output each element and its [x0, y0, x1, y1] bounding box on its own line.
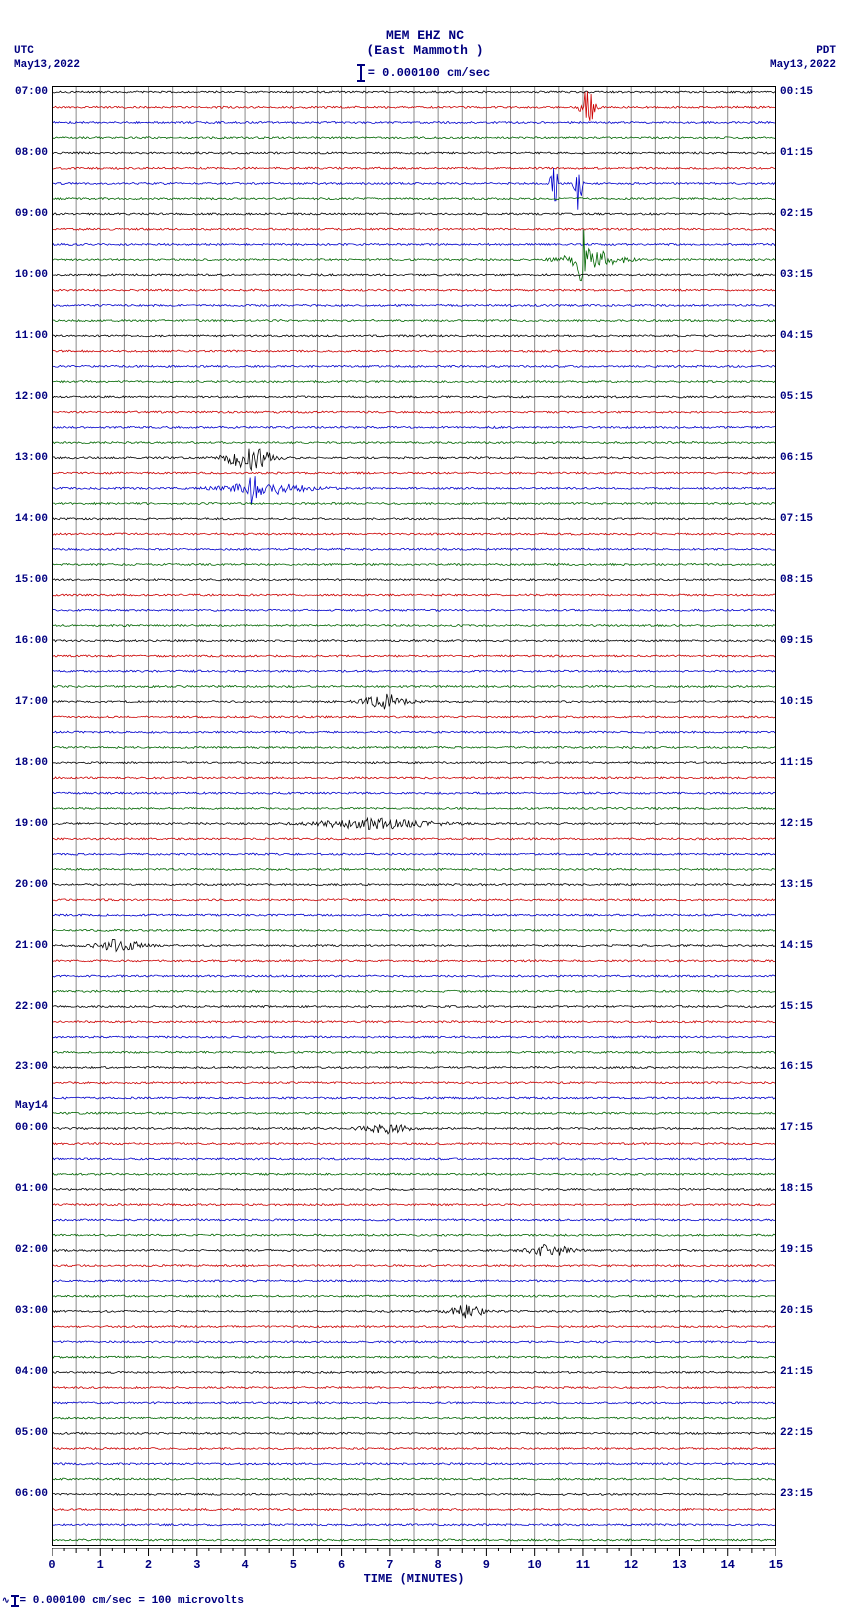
- scale-text: = 0.000100 cm/sec: [368, 66, 490, 80]
- y-label-left: May14: [8, 1101, 48, 1112]
- y-label-right: 05:15: [780, 392, 820, 403]
- y-label-left: 02:00: [8, 1245, 48, 1256]
- tz-right-label: PDT: [770, 44, 836, 58]
- x-tick-label: 15: [769, 1558, 783, 1572]
- y-label-right: 20:15: [780, 1306, 820, 1317]
- x-tick-label: 7: [386, 1558, 393, 1572]
- y-label-right: 09:15: [780, 636, 820, 647]
- y-label-left: 21:00: [8, 941, 48, 952]
- x-tick-label: 3: [193, 1558, 200, 1572]
- y-label-right: 23:15: [780, 1489, 820, 1500]
- y-label-left: 03:00: [8, 1306, 48, 1317]
- x-tick-label: 9: [483, 1558, 490, 1572]
- y-label-left: 06:00: [8, 1489, 48, 1500]
- helicorder-plot: 07:0008:0009:0010:0011:0012:0013:0014:00…: [52, 86, 776, 1546]
- y-label-left: 00:00: [8, 1123, 48, 1134]
- footer-text: = 0.000100 cm/sec = 100 microvolts: [20, 1595, 244, 1607]
- seismogram-page: UTC May13,2022 PDT May13,2022 MEM EHZ NC…: [0, 0, 850, 1613]
- y-label-right: 13:15: [780, 880, 820, 891]
- x-tick-label: 2: [145, 1558, 152, 1572]
- y-label-right: 02:15: [780, 209, 820, 220]
- y-label-left: 05:00: [8, 1428, 48, 1439]
- tz-left-label: UTC: [14, 44, 80, 58]
- y-label-right: 11:15: [780, 758, 820, 769]
- y-label-right: 21:15: [780, 1367, 820, 1378]
- y-label-left: 12:00: [8, 392, 48, 403]
- y-label-right: 01:15: [780, 148, 820, 159]
- tz-left-date: May13,2022: [14, 58, 80, 72]
- y-label-left: 18:00: [8, 758, 48, 769]
- x-tick-label: 6: [338, 1558, 345, 1572]
- footer-scale: ∿ = 0.000100 cm/sec = 100 microvolts: [2, 1595, 244, 1607]
- y-label-left: 14:00: [8, 514, 48, 525]
- y-label-left: 22:00: [8, 1002, 48, 1013]
- y-label-left: 09:00: [8, 209, 48, 220]
- y-label-right: 18:15: [780, 1184, 820, 1195]
- y-label-right: 14:15: [780, 941, 820, 952]
- x-tick-label: 5: [290, 1558, 297, 1572]
- x-tick-label: 8: [435, 1558, 442, 1572]
- y-label-left: 23:00: [8, 1062, 48, 1073]
- x-axis: 0123456789101112131415 TIME (MINUTES): [52, 1548, 776, 1564]
- scale-bar-icon: [360, 64, 362, 82]
- y-label-left: 19:00: [8, 819, 48, 830]
- y-label-right: 00:15: [780, 87, 820, 98]
- y-label-right: 06:15: [780, 453, 820, 464]
- y-label-left: 17:00: [8, 697, 48, 708]
- tz-right-date: May13,2022: [770, 58, 836, 72]
- y-label-left: 01:00: [8, 1184, 48, 1195]
- y-label-left: 04:00: [8, 1367, 48, 1378]
- footer-scale-bar-icon: [14, 1595, 16, 1607]
- x-tick-label: 13: [672, 1558, 686, 1572]
- x-tick-label: 1: [97, 1558, 104, 1572]
- y-label-left: 11:00: [8, 331, 48, 342]
- y-label-left: 10:00: [8, 270, 48, 281]
- station-name: (East Mammoth ): [0, 43, 850, 58]
- y-label-left: 20:00: [8, 880, 48, 891]
- x-tick-label: 12: [624, 1558, 638, 1572]
- y-label-right: 03:15: [780, 270, 820, 281]
- y-label-right: 10:15: [780, 697, 820, 708]
- tz-right-block: PDT May13,2022: [770, 44, 836, 72]
- scale-indicator: = 0.000100 cm/sec: [360, 64, 490, 82]
- y-label-left: 16:00: [8, 636, 48, 647]
- y-label-left: 13:00: [8, 453, 48, 464]
- station-title: MEM EHZ NC: [0, 28, 850, 43]
- y-label-right: 15:15: [780, 1002, 820, 1013]
- x-tick-label: 10: [527, 1558, 541, 1572]
- y-label-right: 04:15: [780, 331, 820, 342]
- header: MEM EHZ NC (East Mammoth ) = 0.000100 cm…: [0, 0, 850, 86]
- y-label-left: 15:00: [8, 575, 48, 586]
- y-label-right: 17:15: [780, 1123, 820, 1134]
- x-tick-label: 14: [721, 1558, 735, 1572]
- x-axis-ticks: [52, 1548, 776, 1560]
- y-label-right: 19:15: [780, 1245, 820, 1256]
- y-label-right: 22:15: [780, 1428, 820, 1439]
- x-tick-label: 0: [48, 1558, 55, 1572]
- y-label-left: 07:00: [8, 87, 48, 98]
- x-axis-title: TIME (MINUTES): [364, 1572, 465, 1586]
- y-label-right: 07:15: [780, 514, 820, 525]
- x-tick-label: 11: [576, 1558, 590, 1572]
- x-tick-label: 4: [241, 1558, 248, 1572]
- y-label-right: 16:15: [780, 1062, 820, 1073]
- y-label-right: 08:15: [780, 575, 820, 586]
- y-label-left: 08:00: [8, 148, 48, 159]
- y-label-right: 12:15: [780, 819, 820, 830]
- helicorder-svg: [52, 86, 776, 1546]
- tz-left-block: UTC May13,2022: [14, 44, 80, 72]
